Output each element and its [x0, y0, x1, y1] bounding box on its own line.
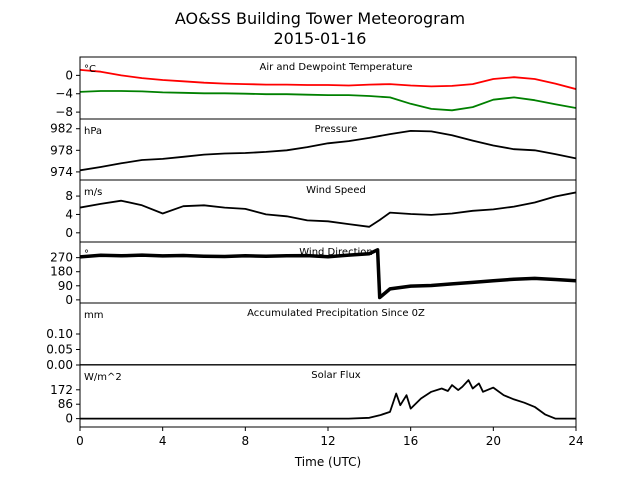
- y-tick-label: 180: [50, 265, 73, 279]
- y-tick-label: 270: [50, 251, 73, 265]
- y-tick-label: 978: [50, 143, 73, 157]
- y-tick-label: 0: [65, 412, 73, 426]
- panel-title: Wind Speed: [306, 185, 366, 196]
- x-tick-label: 24: [568, 434, 583, 448]
- series-line-temperature-1: [80, 90, 576, 112]
- y-tick-label: 4: [65, 207, 73, 221]
- y-tick-label: 0.05: [46, 343, 73, 357]
- y-tick-label: 0.00: [46, 358, 73, 372]
- y-tick-label: 0: [65, 226, 73, 240]
- x-axis: 0 4 8 12 16 20 24: [76, 427, 584, 448]
- panel-title: Accumulated Precipitation Since 0Z: [247, 308, 425, 319]
- panel-title: Solar Flux: [311, 370, 361, 381]
- panel-temperature: 0 −4 −8 °C Air and Dewpoint Temperature: [55, 56, 577, 120]
- y-tick-label: 0.10: [46, 327, 73, 341]
- series-line-wind-speed-0: [80, 191, 576, 228]
- series-line-solar-flux-0: [80, 379, 576, 420]
- series-line-wind-direction-0: [80, 248, 576, 300]
- y-tick-label: 0: [65, 293, 73, 307]
- chart-title: AO&SS Building Tower Meteorogram: [175, 9, 465, 28]
- panel-unit-label: mm: [84, 310, 103, 321]
- x-tick-label: 4: [159, 434, 167, 448]
- panel-title: Wind Direction: [299, 247, 373, 258]
- panel-unit-label: °C: [84, 64, 96, 75]
- y-tick-label: 172: [50, 383, 73, 397]
- chart-subtitle: 2015-01-16: [274, 29, 367, 48]
- panel-precipitation: 0.10 0.050.00 mm Accumulated Precipitation …: [46, 302, 577, 372]
- y-tick-label: 8: [65, 189, 73, 203]
- x-tick-label: 12: [320, 434, 335, 448]
- panels-group: 0 −4 −8 °C Air and Dewpoint Temperature 982 97…: [46, 56, 577, 428]
- y-tick-label: −8: [55, 105, 73, 119]
- series-line-temperature-0: [80, 69, 576, 90]
- panel-pressure: 982 978 974 hPa Pressure: [50, 118, 577, 181]
- y-tick-label: 0: [65, 68, 73, 82]
- panel-title: Pressure: [315, 124, 358, 135]
- panel-unit-label: hPa: [84, 126, 102, 137]
- x-tick-label: 8: [242, 434, 250, 448]
- x-axis-label: Time (UTC): [294, 455, 361, 469]
- x-tick-label: 0: [76, 434, 84, 448]
- y-tick-label: −4: [55, 87, 73, 101]
- y-tick-label: 86: [58, 397, 73, 411]
- panel-unit-label: W/m^2: [84, 372, 122, 383]
- panel-wind-speed: 8 4 0 m/s Wind Speed: [65, 179, 577, 243]
- y-tick-label: 982: [50, 122, 73, 136]
- y-tick-label: 90: [58, 279, 73, 293]
- panel-unit-label: °: [84, 249, 89, 260]
- x-tick-label: 20: [486, 434, 501, 448]
- y-tick-label: 974: [50, 165, 73, 179]
- series-line-pressure-0: [80, 129, 576, 172]
- panel-title: Air and Dewpoint Temperature: [260, 62, 413, 73]
- x-tick-label: 16: [403, 434, 418, 448]
- panel-unit-label: m/s: [84, 187, 102, 198]
